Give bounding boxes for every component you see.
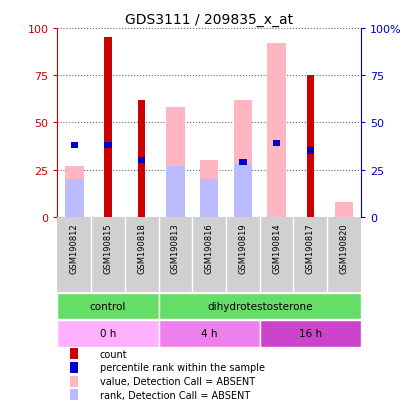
Bar: [238, 159, 246, 166]
Bar: [70, 389, 78, 400]
Text: GSM190814: GSM190814: [271, 223, 280, 274]
Bar: [158, 293, 360, 319]
Bar: [166, 108, 184, 217]
Text: GSM190817: GSM190817: [305, 223, 314, 274]
Bar: [158, 320, 259, 347]
Text: GSM190815: GSM190815: [103, 223, 112, 274]
Bar: [199, 161, 218, 217]
Bar: [70, 362, 78, 373]
Text: GSM190813: GSM190813: [171, 223, 180, 274]
Text: percentile rank within the sample: percentile rank within the sample: [100, 363, 264, 373]
Title: GDS3111 / 209835_x_at: GDS3111 / 209835_x_at: [125, 12, 292, 26]
Bar: [272, 140, 279, 147]
Text: count: count: [100, 349, 127, 359]
Bar: [57, 320, 158, 347]
Bar: [166, 166, 184, 217]
Bar: [138, 100, 145, 217]
Bar: [306, 76, 313, 217]
Bar: [259, 320, 360, 347]
Bar: [104, 38, 111, 217]
Bar: [233, 164, 252, 217]
Bar: [199, 180, 218, 217]
Text: dihydrotestosterone: dihydrotestosterone: [207, 301, 312, 311]
Text: GSM190816: GSM190816: [204, 223, 213, 274]
Text: 4 h: 4 h: [200, 329, 217, 339]
Bar: [104, 142, 111, 149]
Bar: [70, 375, 78, 387]
Text: GSM190819: GSM190819: [238, 223, 247, 274]
Bar: [306, 148, 313, 154]
Bar: [65, 166, 83, 217]
Text: GSM190812: GSM190812: [70, 223, 79, 274]
Text: GSM190820: GSM190820: [339, 223, 348, 274]
Text: rank, Detection Call = ABSENT: rank, Detection Call = ABSENT: [100, 390, 249, 400]
Text: value, Detection Call = ABSENT: value, Detection Call = ABSENT: [100, 376, 254, 386]
Text: control: control: [90, 301, 126, 311]
Bar: [267, 44, 285, 217]
Bar: [138, 157, 145, 164]
Bar: [334, 202, 353, 217]
Bar: [65, 180, 83, 217]
Bar: [57, 293, 158, 319]
Bar: [70, 142, 78, 149]
Bar: [233, 100, 252, 217]
Bar: [70, 349, 78, 360]
Text: 16 h: 16 h: [298, 329, 321, 339]
Text: 0 h: 0 h: [99, 329, 116, 339]
Text: GSM190818: GSM190818: [137, 223, 146, 274]
